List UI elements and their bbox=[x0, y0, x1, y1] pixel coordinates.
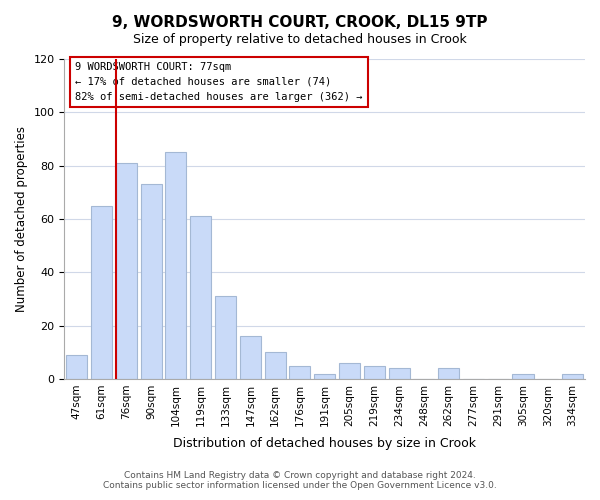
Bar bbox=[116, 163, 137, 379]
X-axis label: Distribution of detached houses by size in Crook: Distribution of detached houses by size … bbox=[173, 437, 476, 450]
Bar bbox=[389, 368, 410, 379]
Bar bbox=[438, 368, 459, 379]
Bar bbox=[512, 374, 533, 379]
Bar bbox=[265, 352, 286, 379]
Bar bbox=[91, 206, 112, 379]
Bar bbox=[190, 216, 211, 379]
Bar bbox=[166, 152, 187, 379]
Y-axis label: Number of detached properties: Number of detached properties bbox=[15, 126, 28, 312]
Bar bbox=[339, 363, 360, 379]
Bar bbox=[66, 355, 88, 379]
Text: Size of property relative to detached houses in Crook: Size of property relative to detached ho… bbox=[133, 32, 467, 46]
Bar bbox=[314, 374, 335, 379]
Bar bbox=[289, 366, 310, 379]
Text: Contains HM Land Registry data © Crown copyright and database right 2024.
Contai: Contains HM Land Registry data © Crown c… bbox=[103, 470, 497, 490]
Text: 9, WORDSWORTH COURT, CROOK, DL15 9TP: 9, WORDSWORTH COURT, CROOK, DL15 9TP bbox=[112, 15, 488, 30]
Bar bbox=[215, 296, 236, 379]
Text: 9 WORDSWORTH COURT: 77sqm
← 17% of detached houses are smaller (74)
82% of semi-: 9 WORDSWORTH COURT: 77sqm ← 17% of detac… bbox=[75, 62, 362, 102]
Bar bbox=[140, 184, 162, 379]
Bar bbox=[562, 374, 583, 379]
Bar bbox=[364, 366, 385, 379]
Bar bbox=[240, 336, 261, 379]
